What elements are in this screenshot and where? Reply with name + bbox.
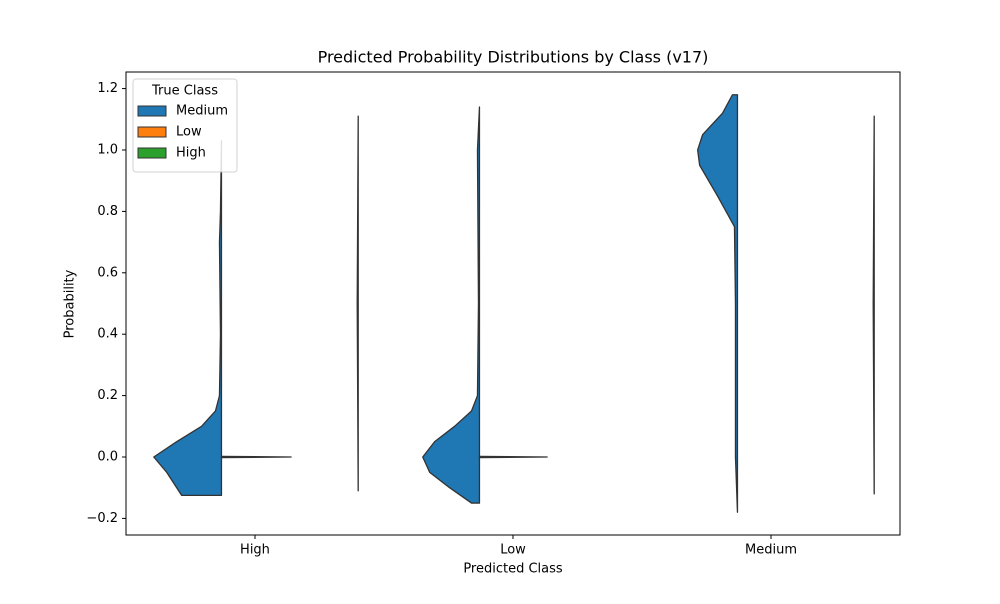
legend-label: Low	[176, 125, 202, 140]
violin	[153, 140, 223, 497]
legend-swatch	[137, 147, 167, 159]
y-tick-label: −0.2	[86, 511, 118, 526]
plot-area	[125, 71, 901, 536]
x-axis-label: Predicted Class	[463, 562, 563, 577]
violin	[220, 455, 292, 459]
y-tick-label: 0.8	[97, 204, 118, 219]
legend-swatch	[137, 126, 167, 138]
y-tick-label: 0.2	[97, 388, 118, 403]
y-tick-label: 0.6	[97, 265, 118, 280]
legend-swatch	[137, 105, 167, 117]
y-axis-label: Probability	[63, 269, 78, 338]
violin	[422, 106, 481, 504]
legend-label: Medium	[176, 104, 228, 119]
y-tick-label: 1.0	[97, 142, 118, 157]
x-tick-label: Medium	[745, 543, 797, 558]
y-tick-label: 1.2	[97, 81, 118, 96]
x-tick-label: Low	[500, 543, 526, 558]
legend-title: True Class	[151, 84, 218, 99]
legend: True Class Medium Low High	[132, 78, 238, 173]
chart-title: Predicted Probability Distributions by C…	[318, 48, 709, 67]
y-tick-label: 0.4	[97, 327, 118, 342]
legend-label: High	[176, 146, 206, 161]
violin	[478, 455, 548, 459]
y-tick-label: 0.0	[97, 450, 118, 465]
violin	[697, 94, 739, 513]
violin	[356, 115, 359, 492]
x-tick-label: High	[240, 543, 270, 558]
violin	[872, 115, 875, 495]
